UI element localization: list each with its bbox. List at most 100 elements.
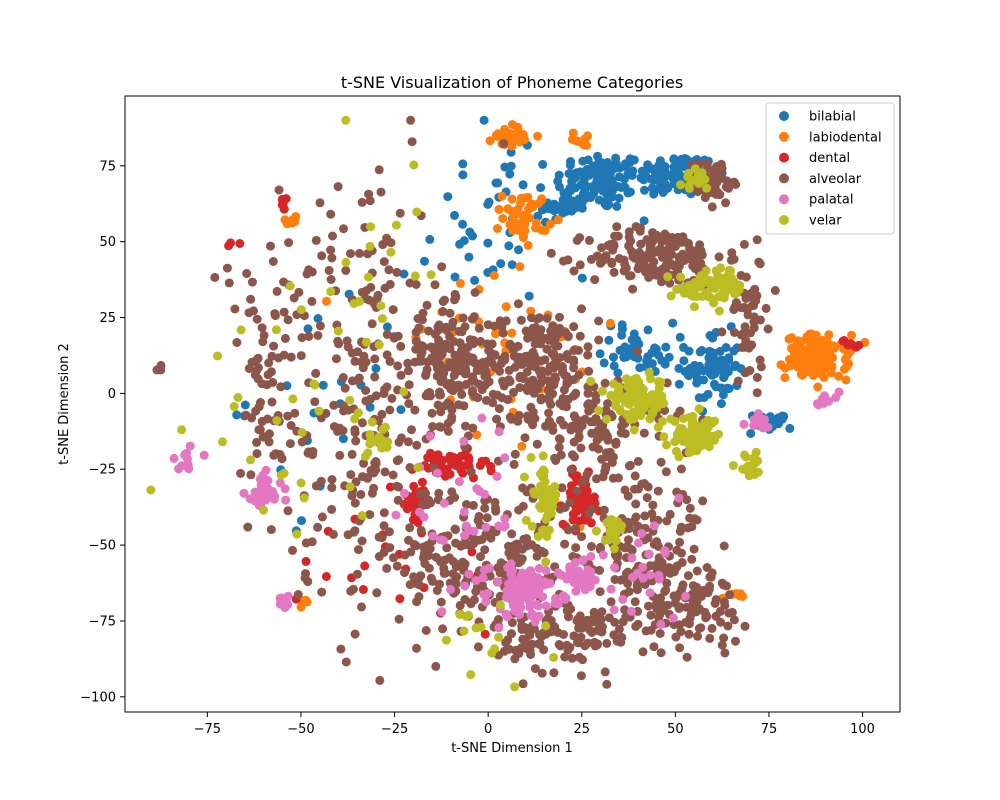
point-velar [354,297,364,306]
point-palatal [494,623,504,633]
point-labiodental [790,348,799,358]
point-alveolar [470,288,480,297]
point-alveolar [359,458,369,468]
point-alveolar [657,277,666,287]
point-alveolar [739,302,749,312]
legend-marker-labiodental [779,131,789,142]
point-alveolar [422,364,432,374]
point-alveolar [707,202,717,212]
point-alveolar [433,400,443,410]
point-alveolar [522,367,532,377]
point-alveolar [603,241,613,250]
point-labiodental [822,346,832,356]
point-alveolar [353,376,363,386]
point-bilabial [303,324,313,334]
point-alveolar [436,597,446,607]
point-alveolar [628,284,638,294]
point-palatal [437,607,447,617]
point-velar [374,436,384,446]
point-palatal [460,531,470,540]
point-alveolar [507,618,517,628]
point-alveolar [438,307,448,316]
point-alveolar [569,346,579,355]
point-bilabial [617,320,627,330]
point-alveolar [469,312,479,322]
point-alveolar [506,414,516,424]
point-bilabial [443,192,453,202]
x-tick-label: 50 [667,722,684,737]
point-alveolar [708,178,718,188]
x-axis: −75 −50 −25 0 25 50 75 100 [194,712,875,737]
point-alveolar [560,539,570,549]
point-bilabial [718,390,728,400]
point-velar [613,387,623,397]
point-alveolar [589,607,599,617]
point-labiodental [513,219,523,229]
point-alveolar [689,544,699,554]
point-velar [233,393,243,402]
point-bilabial [650,343,660,353]
point-alveolar [572,235,582,245]
point-alveolar [424,551,434,561]
point-palatal [479,590,489,599]
point-alveolar [657,253,667,262]
point-palatal [522,585,531,595]
point-alveolar [355,248,364,258]
point-alveolar [518,634,528,644]
point-palatal [492,471,502,481]
point-palatal [527,609,537,619]
point-velar [229,402,239,411]
point-alveolar [350,526,360,536]
point-palatal [739,419,749,429]
point-palatal [645,588,655,598]
point-alveolar [645,561,655,571]
point-alveolar [403,437,413,447]
point-alveolar [455,600,465,610]
point-alveolar [468,335,478,345]
point-alveolar [624,241,634,251]
point-alveolar [459,347,469,357]
point-alveolar [232,338,242,347]
point-velar [662,440,671,450]
point-velar [654,377,663,387]
point-velar [676,180,685,190]
point-alveolar [620,605,630,615]
point-bilabial [587,166,597,176]
point-alveolar [608,473,618,483]
point-alveolar [417,347,427,357]
point-palatal [425,431,435,441]
point-palatal [633,569,643,579]
point-velar [309,379,319,389]
point-alveolar [457,327,467,337]
point-alveolar [576,632,586,642]
point-alveolar [254,425,264,435]
point-velar [382,442,392,452]
point-bilabial [629,329,639,339]
point-alveolar [593,425,603,435]
point-alveolar [297,333,307,343]
point-alveolar [458,557,468,567]
point-bilabial [621,159,630,169]
point-alveolar [557,483,567,493]
point-alveolar [546,326,556,336]
point-velar [361,337,371,347]
point-alveolar [537,632,546,641]
point-alveolar [572,486,582,496]
point-alveolar [536,393,546,403]
point-alveolar [555,323,565,333]
point-alveolar [624,461,634,471]
point-alveolar [494,404,504,414]
point-alveolar [638,647,648,657]
point-velar [740,450,749,460]
point-velar [410,271,420,281]
point-alveolar [414,573,424,583]
point-alveolar [567,653,577,663]
point-velar [701,266,711,276]
series-palatal [169,387,844,633]
point-alveolar [411,541,421,551]
point-alveolar [740,322,750,332]
point-labiodental [519,214,529,224]
point-alveolar [541,421,550,431]
point-palatal [493,577,503,587]
point-alveolar [594,335,604,345]
